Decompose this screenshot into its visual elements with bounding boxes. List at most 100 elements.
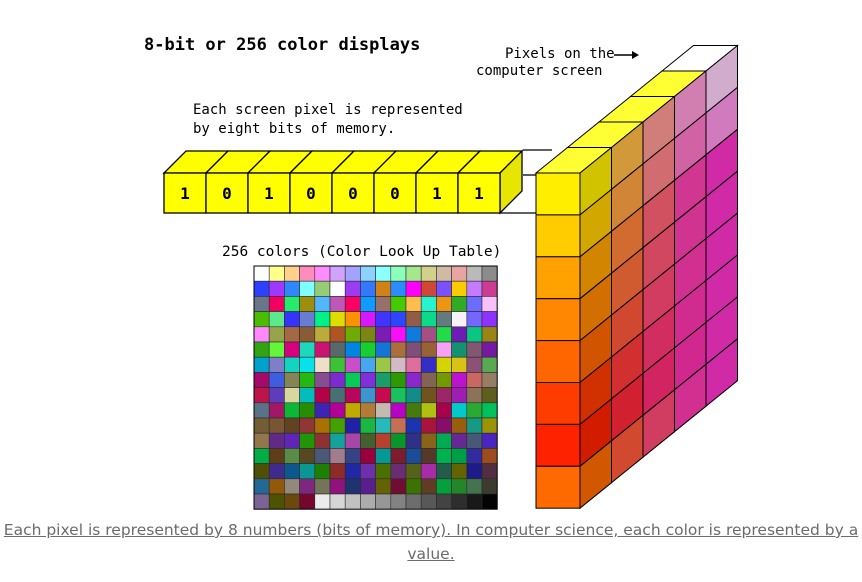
- memory-bit-row: 1 0 1 0 0 0 1 1: [162, 149, 524, 215]
- lookup-table-swatch: [299, 478, 316, 495]
- lookup-table-swatch: [481, 311, 498, 328]
- diagram-title: 8-bit or 256 color displays: [144, 35, 420, 55]
- lookup-table-swatch: [329, 463, 346, 480]
- lookup-table-swatch: [420, 372, 437, 388]
- bit-value: 1: [432, 184, 442, 203]
- lookup-table-swatch: [420, 432, 437, 449]
- lookup-table-swatch: [375, 280, 392, 297]
- lookup-table-swatch: [390, 493, 407, 510]
- lookup-table-swatch: [451, 296, 468, 312]
- lookup-table-swatch: [344, 356, 361, 373]
- lookup-table-swatch: [329, 402, 346, 419]
- lookup-table-swatch: [360, 296, 376, 312]
- lookup-table-swatch: [405, 311, 422, 328]
- lookup-table-swatch: [284, 402, 300, 419]
- lookup-table-swatch: [481, 341, 498, 358]
- pixel-connector-lines: [500, 149, 552, 214]
- lookup-table-swatch: [436, 493, 452, 510]
- lookup-table-swatch: [253, 372, 270, 388]
- cube-pixel-cell: [535, 382, 581, 425]
- bit-value: 0: [390, 184, 400, 203]
- lookup-table-swatch: [436, 311, 452, 328]
- color-table-label: 256 colors (Color Look Up Table): [222, 244, 501, 260]
- lookup-table-swatch: [466, 326, 483, 343]
- lookup-table-swatch: [329, 326, 346, 343]
- lookup-table-swatch: [451, 387, 468, 404]
- lookup-table-swatch: [420, 341, 437, 358]
- lookup-table-swatch: [329, 280, 346, 297]
- lookup-table-swatch: [329, 448, 346, 464]
- lookup-table-swatch: [329, 356, 346, 373]
- lookup-table-swatch: [268, 478, 285, 495]
- lookup-table-swatch: [360, 341, 376, 358]
- lookup-table-swatch: [253, 296, 270, 312]
- cube-pixel-cell: [535, 172, 581, 216]
- lookup-table-swatch: [360, 448, 376, 464]
- lookup-table-swatch: [299, 341, 316, 358]
- lookup-table-swatch: [253, 326, 270, 343]
- lookup-table-swatch: [481, 478, 498, 495]
- lookup-table-swatch: [360, 387, 376, 404]
- lookup-table-swatch: [436, 372, 452, 388]
- lookup-table-swatch: [390, 280, 407, 297]
- lookup-table-swatch: [314, 372, 331, 388]
- figure-caption-link[interactable]: Each pixel is represented by 8 numbers (…: [3, 521, 859, 563]
- lookup-table-swatch: [329, 387, 346, 404]
- lookup-table-swatch: [451, 463, 468, 480]
- lookup-table-swatch: [481, 356, 498, 373]
- lookup-table-swatch: [405, 280, 422, 297]
- memory-label-line-1: Each screen pixel is represented: [193, 102, 463, 118]
- lookup-table-swatch: [390, 311, 407, 328]
- lookup-table-swatch: [344, 493, 361, 510]
- lookup-table-swatch: [268, 432, 285, 449]
- lookup-table-swatch: [314, 296, 331, 312]
- lookup-table-swatch: [344, 463, 361, 480]
- lookup-table-swatch: [436, 478, 452, 495]
- lookup-table-swatch: [314, 448, 331, 464]
- lookup-table-swatch: [344, 296, 361, 312]
- lookup-table-swatch: [268, 463, 285, 480]
- lookup-table-swatch: [375, 372, 392, 388]
- lookup-table-swatch: [436, 326, 452, 343]
- lookup-table-swatch: [329, 296, 346, 312]
- lookup-table-swatch: [466, 493, 483, 510]
- lookup-table-swatch: [390, 356, 407, 373]
- lookup-table-swatch: [375, 356, 392, 373]
- lookup-table-swatch: [390, 326, 407, 343]
- lookup-table-swatch: [405, 387, 422, 404]
- lookup-table-swatch: [360, 326, 376, 343]
- lookup-table-swatch: [268, 417, 285, 434]
- lookup-table-swatch: [329, 493, 346, 510]
- lookup-table-swatch: [481, 432, 498, 449]
- lookup-table-swatch: [420, 493, 437, 510]
- lookup-table-swatch: [344, 417, 361, 434]
- cube-pixel-cell: [535, 298, 581, 342]
- lookup-table-swatch: [344, 402, 361, 419]
- lookup-table-swatch: [329, 311, 346, 328]
- lookup-table-swatch: [253, 478, 270, 495]
- cube-pixel-cell: [535, 465, 581, 509]
- lookup-table-swatch: [268, 265, 285, 282]
- lookup-table-swatch: [253, 448, 270, 464]
- lookup-table-swatch: [360, 463, 376, 480]
- lookup-table-swatch: [466, 432, 483, 449]
- bit-cell: [415, 172, 459, 214]
- lookup-table-swatch: [299, 356, 316, 373]
- lookup-table-swatch: [451, 478, 468, 495]
- lookup-table-swatch: [420, 387, 437, 404]
- lookup-table-swatch: [344, 448, 361, 464]
- lookup-table-swatch: [420, 417, 437, 434]
- lookup-table-swatch: [344, 341, 361, 358]
- lookup-table-swatch: [436, 432, 452, 449]
- color-lookup-table-grid: [253, 265, 498, 510]
- bit-cell: [205, 172, 249, 214]
- lookup-table-swatch: [436, 417, 452, 434]
- lookup-table-swatch: [451, 356, 468, 373]
- lookup-table-swatch: [375, 402, 392, 419]
- lookup-table-swatch: [405, 402, 422, 419]
- lookup-table-swatch: [360, 417, 376, 434]
- lookup-table-swatch: [253, 463, 270, 480]
- lookup-table-swatch: [284, 417, 300, 434]
- lookup-table-swatch: [299, 493, 316, 510]
- lookup-table-swatch: [481, 493, 498, 510]
